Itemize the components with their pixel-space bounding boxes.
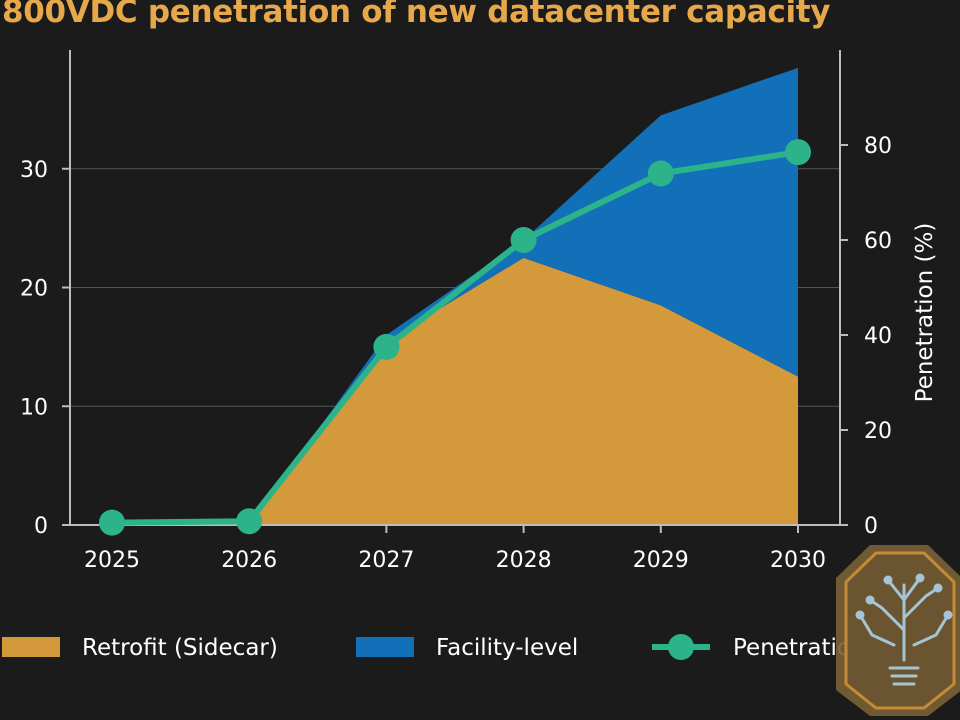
y-left-tick-label: 20 <box>20 277 48 302</box>
chart-title: 800VDC penetration of new datacenter cap… <box>2 0 831 30</box>
x-tick-label: 2027 <box>358 548 414 573</box>
penetration-point <box>99 509 125 536</box>
x-tick-label: 2029 <box>633 548 689 573</box>
area-retrofit-sidecar <box>112 257 798 525</box>
y-left-tick-label: 10 <box>20 395 48 420</box>
y-right-tick-label: 40 <box>864 324 892 349</box>
watermark-logo <box>836 545 960 716</box>
y-right-tick-label: 0 <box>864 514 878 539</box>
legend-marker-penetration <box>668 634 694 660</box>
legend-label-facility-level: Facility-level <box>436 635 578 661</box>
y-left-tick-label: 0 <box>34 514 48 539</box>
x-tick-label: 2030 <box>770 548 826 573</box>
legend-swatch-retrofit-sidecar <box>2 637 60 657</box>
legend-label-retrofit-sidecar: Retrofit (Sidecar) <box>82 635 278 661</box>
x-tick-label: 2025 <box>84 548 140 573</box>
y-right-tick-label: 80 <box>864 134 892 159</box>
legend: Retrofit (Sidecar) Facility-level Penetrat… <box>2 634 895 661</box>
legend-swatch-facility-level <box>356 637 414 657</box>
y-right-tick-label: 20 <box>864 419 892 444</box>
penetration-point <box>785 139 811 166</box>
x-tick-label: 2026 <box>221 548 277 573</box>
y-right-tick-label: 60 <box>864 229 892 254</box>
penetration-point <box>236 508 263 535</box>
y-right-axis-label: Penetration (%) <box>912 223 938 403</box>
penetration-point <box>647 160 674 187</box>
line-layer <box>99 139 811 536</box>
y-left-tick-label: 30 <box>20 158 48 183</box>
penetration-point <box>373 333 400 360</box>
penetration-point <box>510 227 537 253</box>
x-tick-label: 2028 <box>496 548 552 573</box>
penetration-line <box>109 149 801 526</box>
tree-circuit-lightbulb-icon <box>855 573 953 686</box>
